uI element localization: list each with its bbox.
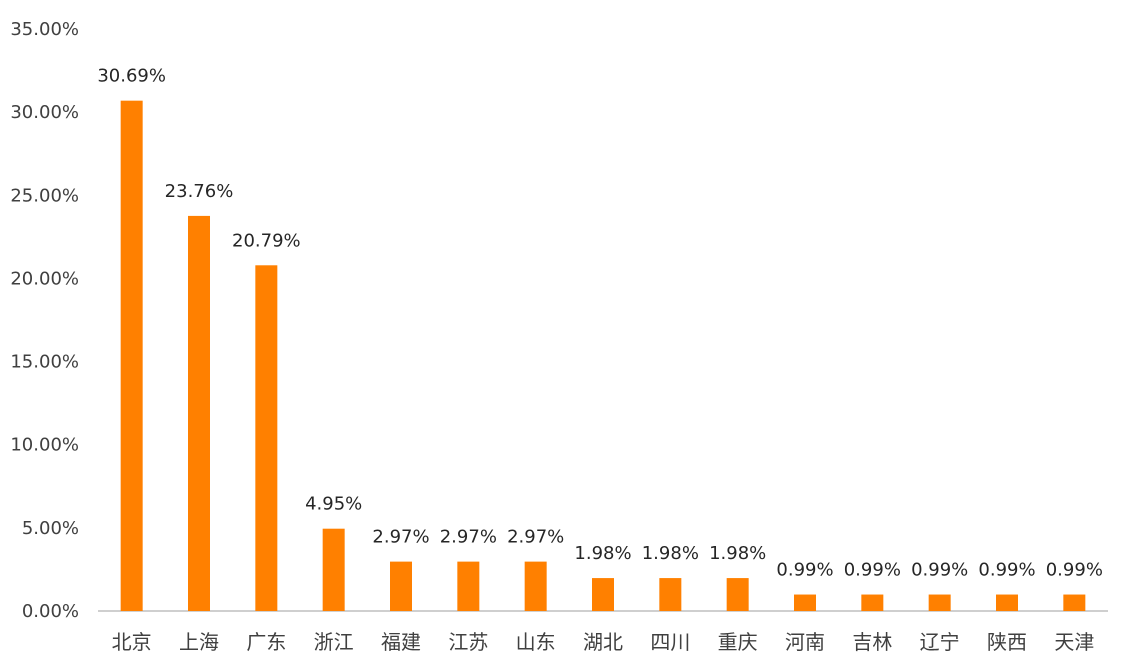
x-tick-label: 河南 (785, 630, 825, 654)
x-tick-label: 四川 (650, 630, 690, 654)
data-label: 0.99% (1046, 560, 1103, 581)
y-tick-label: 35.00% (10, 19, 79, 40)
data-label: 0.99% (844, 560, 901, 581)
data-label: 0.99% (911, 560, 968, 581)
data-label: 23.76% (165, 181, 234, 202)
y-axis-ticks: 0.00% 5.00% 10.00% 15.00% 20.00% 25.00% 30.00%… (10, 19, 79, 622)
x-tick-label: 山东 (516, 630, 556, 654)
y-tick-label: 25.00% (10, 185, 79, 206)
data-label: 1.98% (574, 543, 631, 564)
bar (120, 100, 143, 612)
bars-group (120, 100, 1086, 612)
y-tick-label: 15.00% (10, 352, 79, 373)
bar (861, 594, 884, 611)
data-label: 2.97% (372, 527, 429, 548)
bar (659, 578, 682, 611)
bar (592, 578, 614, 611)
bar (996, 594, 1018, 611)
x-tick-label: 广东 (246, 630, 286, 654)
x-tick-label: 浙江 (314, 630, 354, 654)
data-label: 4.95% (305, 494, 362, 515)
data-label: 20.79% (232, 230, 301, 251)
x-tick-label: 陕西 (987, 630, 1027, 654)
x-tick-label: 上海 (179, 630, 219, 654)
bar (928, 594, 951, 611)
data-labels-group: 30.69% 23.76% 20.79% 4.95% 2.97% 2.97% 2.97% 1.… (97, 66, 1103, 581)
data-label: 2.97% (507, 527, 564, 548)
bar (188, 215, 210, 611)
data-label: 1.98% (642, 543, 699, 564)
y-tick-label: 0.00% (22, 601, 79, 622)
y-tick-label: 10.00% (10, 435, 79, 456)
bar (794, 594, 816, 611)
x-tick-label: 吉林 (852, 630, 892, 654)
bar (726, 578, 749, 611)
y-tick-label: 20.00% (10, 268, 79, 289)
data-label: 30.69% (97, 66, 166, 87)
x-tick-label: 江苏 (448, 630, 488, 654)
data-label: 0.99% (978, 560, 1035, 581)
bar (457, 561, 480, 611)
data-label: 0.99% (776, 560, 833, 581)
data-label: 1.98% (709, 543, 766, 564)
x-tick-label: 天津 (1054, 630, 1094, 654)
x-tick-label: 北京 (112, 630, 152, 654)
x-tick-label: 福建 (381, 630, 421, 654)
category-labels-group: 北京 上海 广东 浙江 福建 江苏 山东 湖北 四川 重庆 河南 吉林 辽宁 陕西 天津 (112, 630, 1095, 654)
x-tick-label: 湖北 (583, 630, 623, 654)
y-tick-label: 5.00% (22, 518, 79, 539)
x-tick-label: 辽宁 (920, 630, 960, 654)
x-tick-label: 重庆 (718, 630, 758, 654)
data-label: 2.97% (440, 527, 497, 548)
bar (255, 265, 278, 611)
y-tick-label: 30.00% (10, 102, 79, 123)
bar (524, 561, 547, 611)
bar (390, 561, 412, 611)
bar (1063, 594, 1086, 611)
bar (322, 528, 345, 611)
